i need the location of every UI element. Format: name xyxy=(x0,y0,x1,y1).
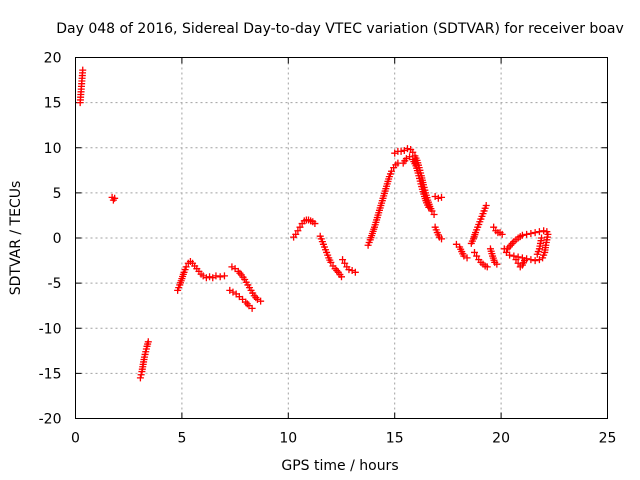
data-point xyxy=(403,145,411,153)
data-point xyxy=(483,263,491,271)
data-point xyxy=(136,374,144,382)
data-point xyxy=(202,274,210,282)
data-point xyxy=(482,202,490,210)
data-points xyxy=(76,66,552,382)
data-point xyxy=(137,371,145,379)
data-point xyxy=(535,228,543,236)
data-point xyxy=(543,228,551,236)
data-point xyxy=(327,258,335,266)
y-tick-label: -5 xyxy=(48,276,62,292)
data-point xyxy=(144,338,152,346)
x-tick-label: 5 xyxy=(177,431,186,447)
data-point xyxy=(531,257,539,265)
y-tick-labels: -20 -15 -10 -5 0 5 10 15 20 xyxy=(39,51,62,428)
data-point xyxy=(473,252,481,260)
data-point xyxy=(527,256,535,264)
data-point xyxy=(338,273,345,281)
x-tick-label: 20 xyxy=(492,431,510,447)
y-tick-label: 20 xyxy=(44,51,62,67)
data-point xyxy=(294,227,302,235)
data-point xyxy=(339,256,347,264)
y-axis-label: SDTVAR / TECUs xyxy=(8,181,24,296)
data-point xyxy=(523,230,531,238)
data-point xyxy=(220,272,228,280)
data-point xyxy=(311,220,319,228)
data-point xyxy=(351,268,359,276)
data-point xyxy=(397,147,405,155)
x-tick-labels: 0 5 10 15 20 25 xyxy=(71,431,616,447)
data-point xyxy=(182,263,190,271)
data-point xyxy=(490,223,498,231)
data-point xyxy=(471,248,478,256)
data-point xyxy=(498,230,506,238)
chart-title: Day 048 of 2016, Sidereal Day-to-day VTE… xyxy=(56,21,624,37)
data-point xyxy=(425,203,433,211)
data-point xyxy=(409,148,417,156)
data-point xyxy=(111,194,119,202)
x-axis-label: GPS time / hours xyxy=(281,458,398,474)
data-point xyxy=(438,193,446,201)
data-point xyxy=(248,304,256,312)
data-point xyxy=(388,167,396,175)
x-tick-label: 15 xyxy=(386,431,404,447)
y-tick-label: -20 xyxy=(39,412,62,428)
y-tick-label: -10 xyxy=(39,321,62,337)
plot-frame xyxy=(75,57,608,419)
y-tick-label: 5 xyxy=(53,186,62,202)
y-tick-label: -15 xyxy=(39,366,62,382)
data-point xyxy=(296,223,304,231)
data-point xyxy=(493,260,501,268)
data-point xyxy=(430,211,438,219)
data-point xyxy=(540,227,548,235)
data-point xyxy=(512,256,520,264)
data-point xyxy=(345,266,353,274)
data-point xyxy=(212,272,220,280)
data-point xyxy=(531,229,539,237)
x-tick-label: 25 xyxy=(599,431,617,447)
y-tick-label: 10 xyxy=(44,141,62,157)
data-point xyxy=(527,229,535,237)
data-point xyxy=(521,257,529,265)
data-point xyxy=(434,194,442,202)
x-tick-label: 0 xyxy=(71,431,80,447)
y-tick-label: 15 xyxy=(44,96,62,112)
data-point xyxy=(428,207,436,215)
data-point xyxy=(538,234,546,242)
data-point xyxy=(503,245,511,253)
data-point xyxy=(510,252,518,260)
data-point xyxy=(506,251,514,259)
y-tick-label: 0 xyxy=(53,231,62,247)
data-point xyxy=(292,230,300,238)
data-point xyxy=(216,273,224,281)
x-tick-label: 10 xyxy=(279,431,297,447)
data-point xyxy=(341,259,349,267)
data-point xyxy=(79,66,87,74)
data-point xyxy=(438,235,446,243)
data-point xyxy=(257,297,265,305)
data-point xyxy=(206,273,214,281)
data-point xyxy=(463,254,471,262)
grid xyxy=(75,57,608,419)
